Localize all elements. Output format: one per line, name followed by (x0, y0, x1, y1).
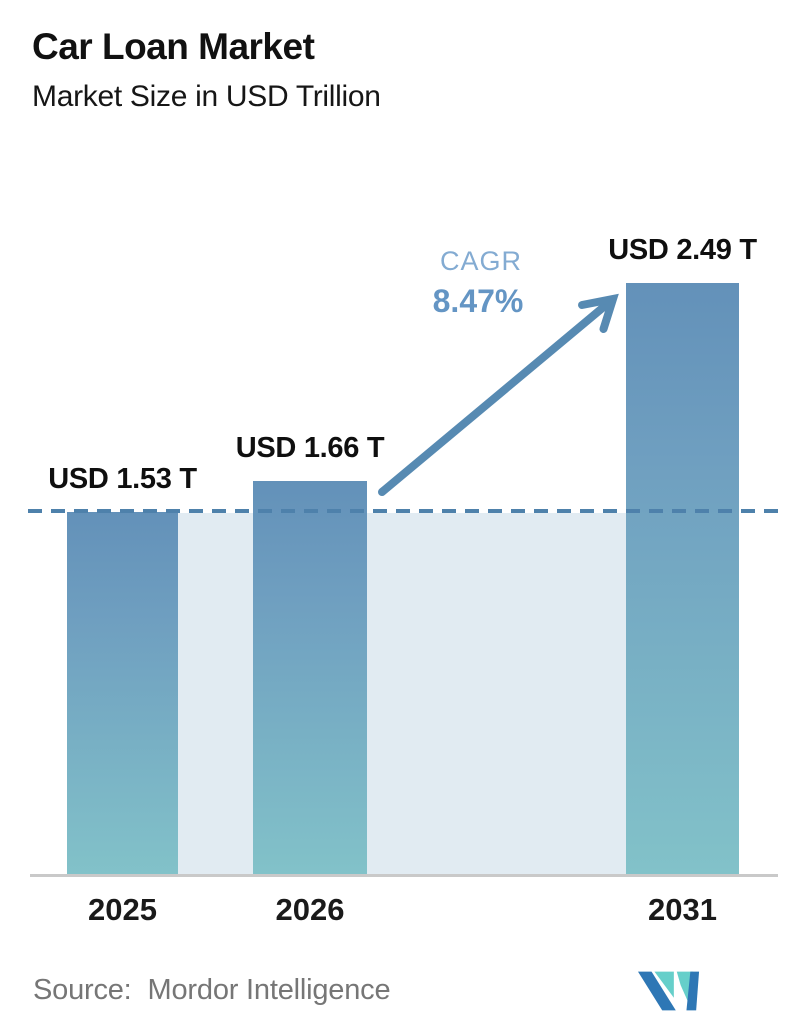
x-axis-line (30, 874, 778, 877)
x-tick-2031: 2031 (648, 892, 717, 927)
value-label-2025: USD 1.53 T (48, 463, 197, 495)
page-title: Car Loan Market (32, 26, 315, 67)
bar-2031 (626, 283, 739, 876)
source-name: Mordor Intelligence (147, 974, 391, 1006)
bar-2026 (253, 481, 367, 876)
source-row: Source: Mordor Intelligence (33, 974, 391, 1007)
cagr-label: CAGR (439, 246, 523, 276)
x-tick-2026: 2026 (275, 892, 345, 927)
x-tick-2025: 2025 (88, 892, 157, 927)
chart-subtitle: Market Size in USD Trillion (32, 80, 381, 113)
value-label-2026: USD 1.66 T (235, 432, 385, 464)
value-label-2031: USD 2.49 T (608, 234, 757, 266)
mordor-intelligence-logo (637, 971, 700, 1011)
bar-2025 (67, 512, 178, 876)
source-label: Source: (33, 974, 132, 1006)
cagr-value: 8.47% (432, 283, 524, 319)
baseline-dashed-line (28, 509, 780, 513)
